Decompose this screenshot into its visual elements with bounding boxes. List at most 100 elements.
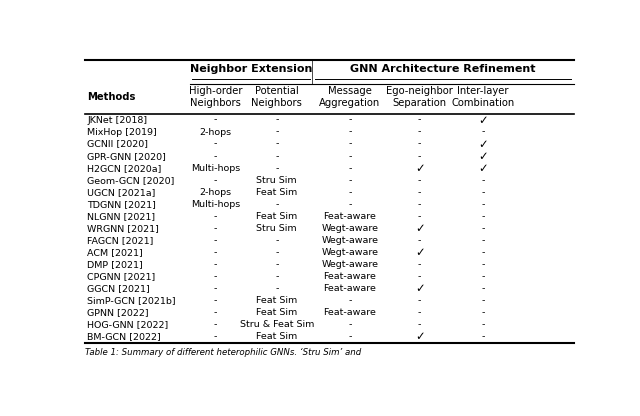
Text: Feat-aware: Feat-aware bbox=[324, 284, 376, 293]
Text: -: - bbox=[481, 272, 485, 281]
Text: -: - bbox=[214, 212, 218, 221]
Text: -: - bbox=[481, 212, 485, 221]
Text: Feat Sim: Feat Sim bbox=[256, 212, 298, 221]
Text: CPGNN [2021]: CPGNN [2021] bbox=[88, 272, 156, 281]
Text: -: - bbox=[418, 320, 421, 329]
Text: Message
Aggregation: Message Aggregation bbox=[319, 87, 381, 108]
Text: 2-hops: 2-hops bbox=[200, 128, 232, 136]
Text: GCNII [2020]: GCNII [2020] bbox=[88, 140, 148, 149]
Text: -: - bbox=[275, 164, 278, 173]
Text: -: - bbox=[481, 320, 485, 329]
Text: -: - bbox=[481, 308, 485, 317]
Text: ✓: ✓ bbox=[478, 114, 488, 126]
Text: Wegt-aware: Wegt-aware bbox=[321, 224, 378, 233]
Text: ✓: ✓ bbox=[478, 138, 488, 151]
Text: ✓: ✓ bbox=[415, 162, 424, 175]
Text: -: - bbox=[418, 296, 421, 305]
Text: -: - bbox=[214, 152, 218, 161]
Text: Multi-hops: Multi-hops bbox=[191, 200, 240, 209]
Text: -: - bbox=[481, 332, 485, 342]
Text: -: - bbox=[348, 188, 352, 197]
Text: WRGNN [2021]: WRGNN [2021] bbox=[88, 224, 159, 233]
Text: -: - bbox=[214, 224, 218, 233]
Text: -: - bbox=[214, 260, 218, 269]
Text: ✓: ✓ bbox=[415, 246, 424, 259]
Text: Feat Sim: Feat Sim bbox=[256, 188, 298, 197]
Text: -: - bbox=[275, 140, 278, 149]
Text: -: - bbox=[214, 332, 218, 342]
Text: -: - bbox=[275, 128, 278, 136]
Text: -: - bbox=[481, 188, 485, 197]
Text: ✓: ✓ bbox=[415, 330, 424, 344]
Text: -: - bbox=[275, 284, 278, 293]
Text: -: - bbox=[418, 272, 421, 281]
Text: -: - bbox=[348, 140, 352, 149]
Text: -: - bbox=[275, 152, 278, 161]
Text: -: - bbox=[418, 176, 421, 185]
Text: -: - bbox=[275, 272, 278, 281]
Text: Feat Sim: Feat Sim bbox=[256, 296, 298, 305]
Text: -: - bbox=[481, 248, 485, 257]
Text: Multi-hops: Multi-hops bbox=[191, 164, 240, 173]
Text: -: - bbox=[348, 164, 352, 173]
Text: Feat Sim: Feat Sim bbox=[256, 332, 298, 342]
Text: -: - bbox=[275, 260, 278, 269]
Text: -: - bbox=[418, 116, 421, 124]
Text: -: - bbox=[348, 296, 352, 305]
Text: BM-GCN [2022]: BM-GCN [2022] bbox=[88, 332, 161, 342]
Text: -: - bbox=[418, 188, 421, 197]
Text: -: - bbox=[275, 200, 278, 209]
Text: -: - bbox=[481, 236, 485, 245]
Text: ✓: ✓ bbox=[478, 150, 488, 163]
Text: NLGNN [2021]: NLGNN [2021] bbox=[88, 212, 156, 221]
Text: -: - bbox=[481, 296, 485, 305]
Text: Inter-layer
Combination: Inter-layer Combination bbox=[451, 87, 515, 108]
Text: -: - bbox=[481, 176, 485, 185]
Text: -: - bbox=[348, 320, 352, 329]
Text: MixHop [2019]: MixHop [2019] bbox=[88, 128, 157, 136]
Text: -: - bbox=[418, 140, 421, 149]
Text: -: - bbox=[275, 116, 278, 124]
Text: ✓: ✓ bbox=[478, 162, 488, 175]
Text: HOG-GNN [2022]: HOG-GNN [2022] bbox=[88, 320, 169, 329]
Text: ✓: ✓ bbox=[415, 282, 424, 295]
Text: TDGNN [2021]: TDGNN [2021] bbox=[88, 200, 156, 209]
Text: ACM [2021]: ACM [2021] bbox=[88, 248, 143, 257]
Text: -: - bbox=[348, 128, 352, 136]
Text: -: - bbox=[481, 224, 485, 233]
Text: GPR-GNN [2020]: GPR-GNN [2020] bbox=[88, 152, 166, 161]
Text: -: - bbox=[214, 272, 218, 281]
Text: -: - bbox=[481, 128, 485, 136]
Text: -: - bbox=[214, 116, 218, 124]
Text: -: - bbox=[418, 308, 421, 317]
Text: Ego-neighbor
Separation: Ego-neighbor Separation bbox=[386, 87, 453, 108]
Text: -: - bbox=[214, 320, 218, 329]
Text: Feat-aware: Feat-aware bbox=[324, 272, 376, 281]
Text: -: - bbox=[348, 176, 352, 185]
Text: -: - bbox=[481, 200, 485, 209]
Text: FAGCN [2021]: FAGCN [2021] bbox=[88, 236, 154, 245]
Text: -: - bbox=[481, 260, 485, 269]
Text: Feat-aware: Feat-aware bbox=[324, 212, 376, 221]
Text: JKNet [2018]: JKNet [2018] bbox=[88, 116, 148, 124]
Text: Wegt-aware: Wegt-aware bbox=[321, 236, 378, 245]
Text: -: - bbox=[418, 200, 421, 209]
Text: Wegt-aware: Wegt-aware bbox=[321, 260, 378, 269]
Text: GGCN [2021]: GGCN [2021] bbox=[88, 284, 150, 293]
Text: Neighbor Extension: Neighbor Extension bbox=[190, 64, 312, 74]
Text: -: - bbox=[348, 116, 352, 124]
Text: ✓: ✓ bbox=[415, 222, 424, 235]
Text: Stru Sim: Stru Sim bbox=[257, 176, 297, 185]
Text: UGCN [2021a]: UGCN [2021a] bbox=[88, 188, 156, 197]
Text: DMP [2021]: DMP [2021] bbox=[88, 260, 143, 269]
Text: -: - bbox=[275, 248, 278, 257]
Text: -: - bbox=[214, 308, 218, 317]
Text: Table 1: Summary of different heterophilic GNNs. ‘Stru Sim’ and: Table 1: Summary of different heterophil… bbox=[85, 348, 361, 357]
Text: -: - bbox=[214, 296, 218, 305]
Text: -: - bbox=[418, 236, 421, 245]
Text: -: - bbox=[348, 152, 352, 161]
Text: 2-hops: 2-hops bbox=[200, 188, 232, 197]
Text: Methods: Methods bbox=[88, 92, 136, 102]
Text: Stru Sim: Stru Sim bbox=[257, 224, 297, 233]
Text: Feat Sim: Feat Sim bbox=[256, 308, 298, 317]
